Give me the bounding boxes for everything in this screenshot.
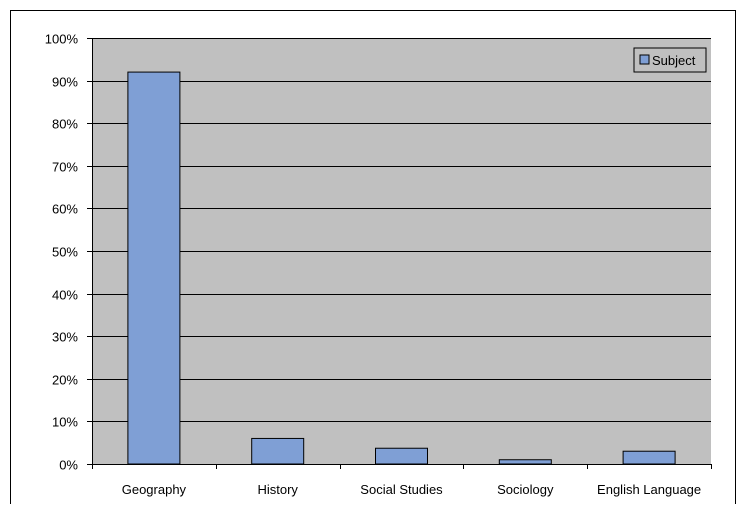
bar xyxy=(127,71,181,465)
x-tick-label: English Language xyxy=(597,482,701,497)
axes xyxy=(87,38,712,469)
legend: Subject xyxy=(633,47,707,73)
y-tick-label: 50% xyxy=(52,245,78,260)
y-tick-label: 0% xyxy=(59,458,78,473)
y-tick-label: 20% xyxy=(52,373,78,388)
y-tick-label: 40% xyxy=(52,288,78,303)
x-tick-labels: Geography History Social Studies Sociology E… xyxy=(122,482,701,497)
bar xyxy=(251,437,305,465)
y-tick-label: 80% xyxy=(52,117,78,132)
bar xyxy=(375,447,428,465)
bars xyxy=(127,71,676,465)
legend-label: Subject xyxy=(652,53,696,68)
y-tick-labels: 0% 10% 20% 30% 40% 50% 60% 70% 80% 90% 100% xyxy=(45,32,79,473)
chart-frame xyxy=(10,10,736,504)
y-tick-label: 10% xyxy=(52,415,78,430)
gridlines xyxy=(92,38,711,422)
y-tick-label: 60% xyxy=(52,202,78,217)
y-tick-label: 100% xyxy=(45,32,79,47)
x-tick-label: Sociology xyxy=(497,482,554,497)
x-tick-label: History xyxy=(257,482,298,497)
bar xyxy=(622,450,676,465)
x-tick-label: Geography xyxy=(122,482,187,497)
y-tick-label: 70% xyxy=(52,160,78,175)
x-tick-label: Social Studies xyxy=(360,482,443,497)
y-tick-label: 90% xyxy=(52,75,78,90)
bar xyxy=(498,459,552,465)
legend-swatch xyxy=(639,54,650,65)
y-tick-label: 30% xyxy=(52,330,78,345)
